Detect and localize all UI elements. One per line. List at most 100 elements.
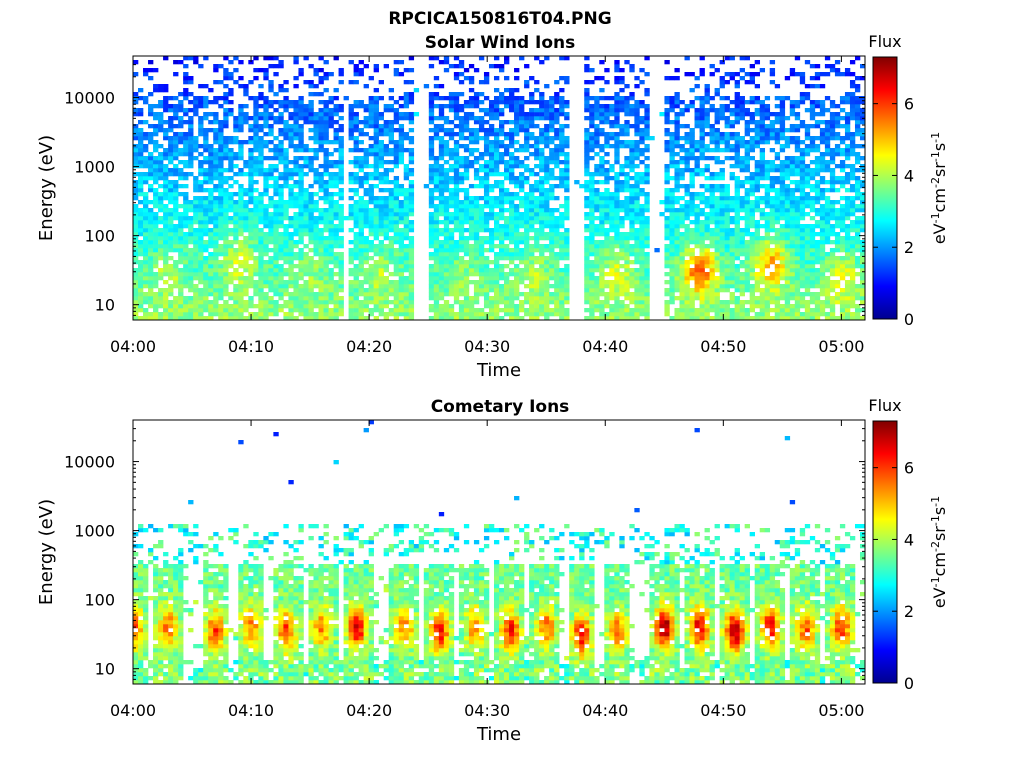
heatmap-cell [243,300,249,305]
heatmap-cell [493,100,500,105]
heatmap-cell [599,300,605,305]
heatmap-cell [318,276,324,281]
heatmap-cell [539,236,545,241]
heatmap-cell [138,140,144,145]
heatmap-cell [363,104,369,109]
heatmap-cell [218,124,224,129]
heatmap-cell [143,208,149,213]
heatmap-cell [499,92,505,97]
heatmap-cell [153,308,159,313]
heatmap-cell [684,224,690,229]
heatmap-cell [348,180,354,185]
heatmap-cell [438,200,445,205]
heatmap-cell [634,148,640,153]
heatmap-cell [358,216,364,221]
heatmap-cell [328,252,334,257]
heatmap-cell [363,204,369,209]
heatmap-cell [448,256,455,261]
heatmap-cell [564,204,570,209]
heatmap-cell [193,296,199,301]
heatmap-cell [288,236,294,241]
heatmap-cell [348,208,354,213]
heatmap-cell [624,84,630,89]
heatmap-cell [323,272,329,277]
heatmap-cell [694,288,700,293]
heatmap-cell [258,140,264,145]
heatmap-cell [243,228,249,233]
heatmap-cell [634,76,640,81]
heatmap-cell [604,132,610,137]
heatmap-cell [599,148,605,153]
heatmap-cell [253,160,259,165]
heatmap-cell [288,216,294,221]
heatmap-cell [529,292,535,297]
heatmap-cell [549,188,555,193]
heatmap-cell [674,216,680,221]
heatmap-cell [458,172,465,177]
heatmap-cell [644,300,650,305]
heatmap-cell [293,308,299,313]
heatmap-cell [133,152,139,157]
heatmap-cell [398,104,405,109]
heatmap-cell [323,132,329,137]
heatmap-cell [458,304,465,309]
heatmap-cell [509,300,515,305]
heatmap-cell [554,292,560,297]
heatmap-cell [559,76,565,81]
heatmap-cell [493,216,500,221]
heatmap-cell [478,152,485,157]
heatmap-cell [353,272,359,277]
heatmap-cell [173,236,179,241]
heatmap-cell [168,208,174,213]
heatmap-cell [323,252,329,257]
heatmap-cell [499,200,505,205]
heatmap-cell [143,280,149,285]
heatmap-cell [473,308,480,313]
heatmap-cell [514,120,520,125]
heatmap-cell [183,80,189,85]
heatmap-cell [679,212,685,217]
heatmap-cell [669,176,675,181]
heatmap-cell [684,200,690,205]
heatmap-cell [483,316,490,321]
heatmap-cell [473,172,480,177]
heatmap-cell [328,184,334,189]
heatmap-cell [298,72,304,77]
heatmap-cell [153,260,159,265]
heatmap-cell [584,128,590,133]
heatmap-cell [133,204,139,209]
heatmap-cell [163,256,169,261]
heatmap-cell [463,212,470,217]
heatmap-cell [544,308,550,313]
heatmap-cell [644,124,650,129]
heatmap-cell [519,260,525,265]
heatmap-cell [624,96,630,101]
heatmap-cell [619,240,625,245]
heatmap-cell [253,56,259,61]
heatmap-cell [288,128,294,133]
heatmap-cell [258,288,264,293]
heatmap-cell [383,260,389,265]
heatmap-cell [699,112,705,117]
heatmap-cell [338,240,344,245]
heatmap-cell [539,292,545,297]
heatmap-cell [183,280,189,285]
heatmap-cell [433,260,440,265]
heatmap-cell [323,104,329,109]
heatmap-cell [594,224,600,229]
heatmap-cell [554,80,560,85]
heatmap-cell [268,288,274,293]
heatmap-cell [499,172,505,177]
heatmap-cell [173,108,179,113]
heatmap-cell [699,288,705,293]
heatmap-cell [519,268,525,273]
heatmap-cell [148,220,154,225]
heatmap-cell [554,276,560,281]
heatmap-cell [298,132,304,137]
heatmap-cell [433,180,440,185]
heatmap-cell [158,116,164,121]
heatmap-cell [283,176,289,181]
heatmap-cell [208,304,214,309]
heatmap-cell [383,296,389,301]
heatmap-cell [609,240,615,245]
